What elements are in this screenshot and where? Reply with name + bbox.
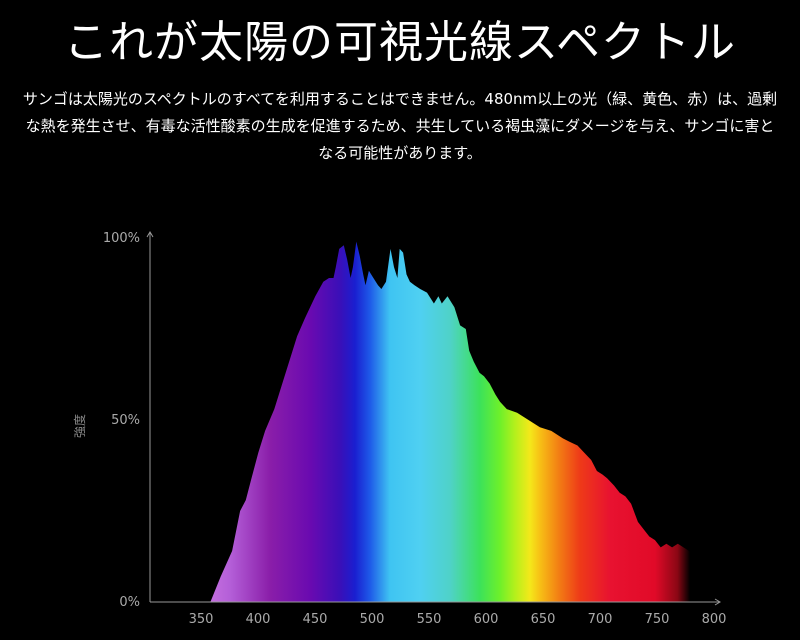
- y-tick-labels: 0% 50% 100%: [103, 231, 140, 610]
- spectrum-area: [210, 241, 694, 602]
- x-axis-arrow-icon: [714, 598, 721, 606]
- x-tick-label: 650: [531, 612, 556, 627]
- x-tick-labels: 350 400 450 500 550 600 650 700 750 800: [189, 612, 727, 627]
- x-tick-label: 750: [645, 612, 670, 627]
- y-tick-label: 0%: [119, 595, 140, 610]
- x-tick-label: 350: [189, 612, 214, 627]
- y-axis-label: 強度: [72, 414, 87, 438]
- x-tick-label: 500: [360, 612, 385, 627]
- y-tick-label: 100%: [103, 231, 140, 246]
- y-tick-label: 50%: [111, 413, 140, 428]
- x-tick-label: 600: [474, 612, 499, 627]
- x-tick-label: 450: [303, 612, 328, 627]
- x-tick-label: 800: [702, 612, 727, 627]
- x-tick-label: 550: [417, 612, 442, 627]
- chart-title: これが太陽の可視光線スペクトル: [64, 17, 736, 68]
- chart-description: サンゴは太陽光のスペクトルのすべてを利用することはできません。480nm以上の光…: [22, 90, 778, 162]
- x-tick-label: 400: [246, 612, 271, 627]
- x-tick-label: 700: [588, 612, 613, 627]
- y-axis-arrow-icon: [146, 231, 154, 238]
